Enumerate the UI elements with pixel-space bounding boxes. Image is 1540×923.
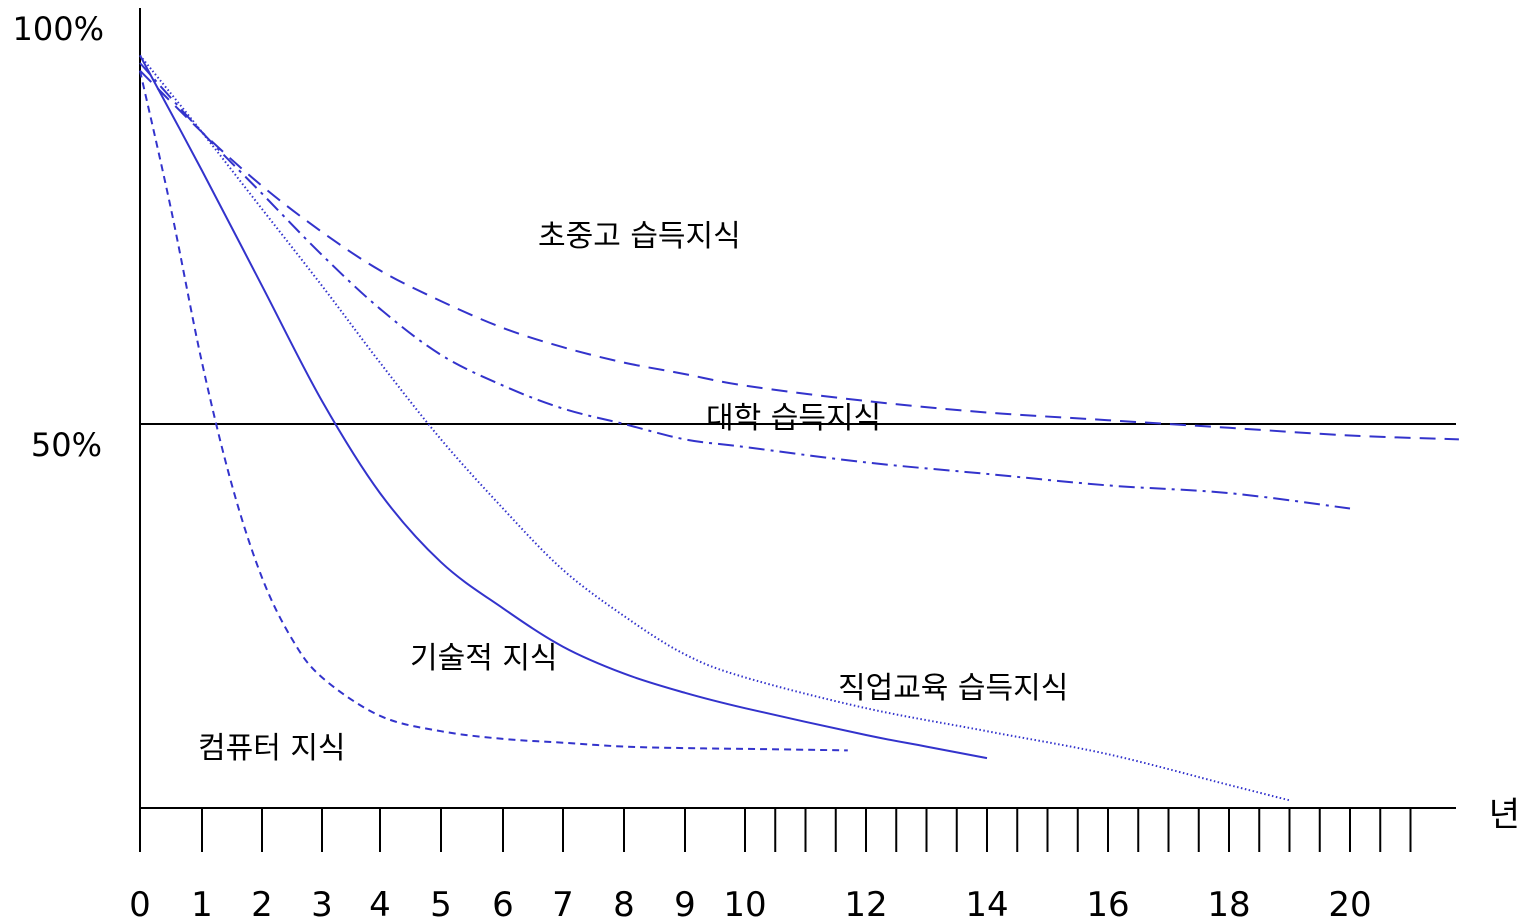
x-tick-label: 14	[965, 885, 1008, 923]
series-line-2	[139, 62, 1351, 510]
x-tick-label: 12	[844, 885, 887, 923]
x-tick-label: 0	[129, 885, 151, 923]
x-tick-label: 18	[1207, 885, 1250, 923]
series-line-5	[139, 70, 848, 752]
y-tick-label: 100%	[13, 10, 104, 48]
x-tick-label: 4	[369, 885, 391, 923]
axes: 100%50%0 1 2 3 4 5 6 7 8 9 10 12 14 16 18 20년	[13, 8, 1520, 923]
y-tick-label: 50%	[31, 426, 102, 464]
x-axis-title: 년	[1489, 795, 1520, 835]
x-tick-label: 16	[1086, 885, 1129, 923]
series-label-3: 직업교육 습득지식	[838, 671, 1068, 706]
series-line-4	[139, 54, 988, 760]
series-label-2: 대학 습득지식	[706, 401, 881, 436]
series-lines	[139, 54, 1459, 802]
series-label-1: 초중고 습득지식	[538, 219, 741, 254]
series-line-1	[139, 69, 1459, 441]
x-tick-label: 6	[492, 885, 514, 923]
x-tick-label: 20	[1328, 885, 1371, 923]
x-tick-label: 2	[251, 885, 273, 923]
x-tick-label: 8	[613, 885, 635, 923]
series-label-5: 컴퓨터 지식	[198, 731, 346, 766]
x-tick-label: 10	[723, 885, 766, 923]
x-tick-label: 5	[430, 885, 452, 923]
x-tick-label: 9	[674, 885, 696, 923]
x-tick-label: 1	[191, 885, 213, 923]
x-tick-label: 3	[311, 885, 333, 923]
series-label-4: 기술적 지식	[410, 641, 558, 676]
x-tick-label: 7	[552, 885, 574, 923]
